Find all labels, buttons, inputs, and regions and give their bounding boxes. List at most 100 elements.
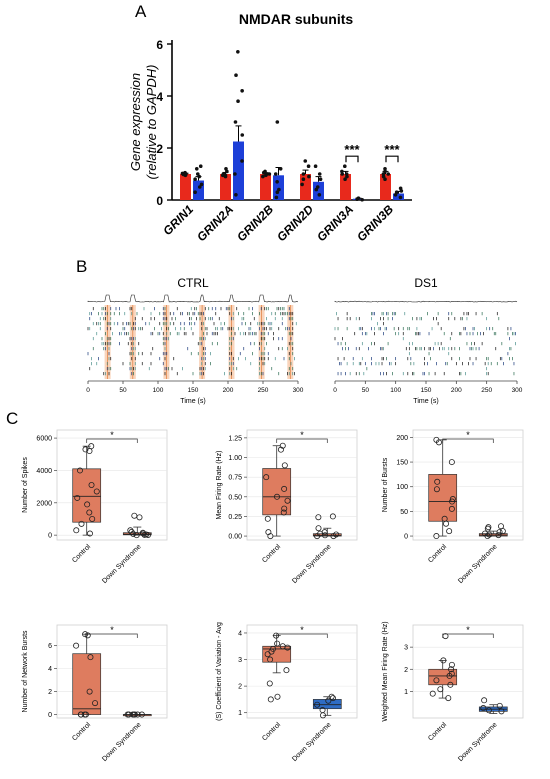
data-point <box>284 497 291 504</box>
data-point <box>93 488 100 495</box>
significance-bracket <box>442 633 494 638</box>
data-point <box>273 493 280 500</box>
data-point <box>92 700 99 707</box>
data-point <box>301 172 306 176</box>
data-point <box>319 712 326 719</box>
data-point <box>86 509 93 516</box>
data-point <box>133 532 140 539</box>
data-point <box>499 528 506 535</box>
box <box>428 474 458 522</box>
panel-letter-a: A <box>135 2 147 21</box>
data-point <box>240 89 244 93</box>
y-tick-label: 0.00 <box>228 534 242 541</box>
data-point <box>77 711 84 718</box>
bar <box>220 174 231 200</box>
y-tick-label: 0.50 <box>228 494 242 501</box>
box <box>262 468 292 516</box>
y-tick-label: 6000 <box>36 436 52 443</box>
data-point <box>267 172 272 176</box>
box <box>72 653 102 715</box>
data-point <box>89 515 96 522</box>
data-point <box>261 174 265 179</box>
raster-x-tick-label: 200 <box>223 387 234 394</box>
x-tick-label: GRIN2D <box>274 202 316 244</box>
data-point <box>197 185 202 189</box>
y-axis-label: Number of Network Bursts <box>22 630 29 713</box>
y-tick-label: 2 <box>48 689 52 696</box>
bar <box>313 181 324 200</box>
data-point <box>329 513 336 520</box>
data-point <box>498 708 505 715</box>
data-point <box>134 711 141 718</box>
data-point <box>446 528 453 535</box>
data-point <box>495 532 502 539</box>
data-point <box>315 514 322 521</box>
data-point <box>281 505 288 512</box>
data-point <box>74 494 81 501</box>
data-point <box>383 169 387 174</box>
y-tick-label: 1 <box>238 710 242 717</box>
raster-x-tick-label: 100 <box>390 387 401 394</box>
data-point <box>360 197 364 202</box>
y-tick-label: 4 <box>156 90 163 104</box>
significance-bracket <box>442 438 494 443</box>
data-point <box>264 515 271 522</box>
raster-x-tick-label: 300 <box>512 387 523 394</box>
significance-label: * <box>110 625 114 635</box>
data-point <box>480 705 487 712</box>
data-point <box>274 195 279 200</box>
data-point <box>445 695 452 702</box>
data-point <box>88 481 95 488</box>
data-point <box>224 167 228 171</box>
raster-x-tick-label: 250 <box>481 387 492 394</box>
data-point <box>275 180 279 184</box>
data-point <box>240 159 244 163</box>
data-point <box>381 172 386 176</box>
data-point <box>343 177 347 181</box>
y-axis-label: Number of Bursts <box>382 457 389 512</box>
data-point <box>236 99 240 103</box>
data-point <box>193 177 197 181</box>
data-point <box>136 514 143 521</box>
data-point <box>264 651 271 658</box>
data-point <box>481 697 488 704</box>
bar <box>300 174 311 200</box>
data-point <box>193 190 197 194</box>
significance-bracket <box>86 438 138 443</box>
data-point <box>284 644 291 651</box>
data-point <box>263 474 270 481</box>
data-point <box>73 642 80 649</box>
raster-x-tick-label: 0 <box>86 387 90 394</box>
data-point <box>303 159 308 163</box>
data-point <box>301 177 306 181</box>
data-point <box>486 531 493 538</box>
data-point <box>131 512 138 519</box>
x-tick-label: Control <box>71 721 92 742</box>
data-point <box>73 527 80 534</box>
data-point <box>448 666 455 673</box>
data-point <box>325 697 332 704</box>
data-point <box>141 531 148 538</box>
data-point <box>340 169 344 174</box>
data-point <box>277 187 281 192</box>
raster-x-tick-label: 300 <box>293 387 304 394</box>
data-point <box>183 172 188 177</box>
data-point <box>281 485 288 492</box>
bar <box>193 180 204 200</box>
data-point <box>86 448 93 455</box>
raster-x-tick-label: 100 <box>153 387 164 394</box>
y-tick-label: 6 <box>48 643 52 650</box>
data-point <box>435 439 442 446</box>
data-point <box>233 172 237 176</box>
data-point <box>240 133 245 137</box>
significance-bracket <box>276 438 328 443</box>
y-tick-label: 0 <box>156 194 163 208</box>
raster-x-tick-label: 150 <box>421 387 432 394</box>
x-tick-label: Control <box>261 721 282 742</box>
x-tick-label: Down Syndrome <box>457 543 499 585</box>
bar <box>380 174 391 200</box>
data-point <box>314 701 321 708</box>
bar <box>233 141 244 200</box>
significance-bracket <box>86 633 138 638</box>
data-point <box>386 172 391 176</box>
